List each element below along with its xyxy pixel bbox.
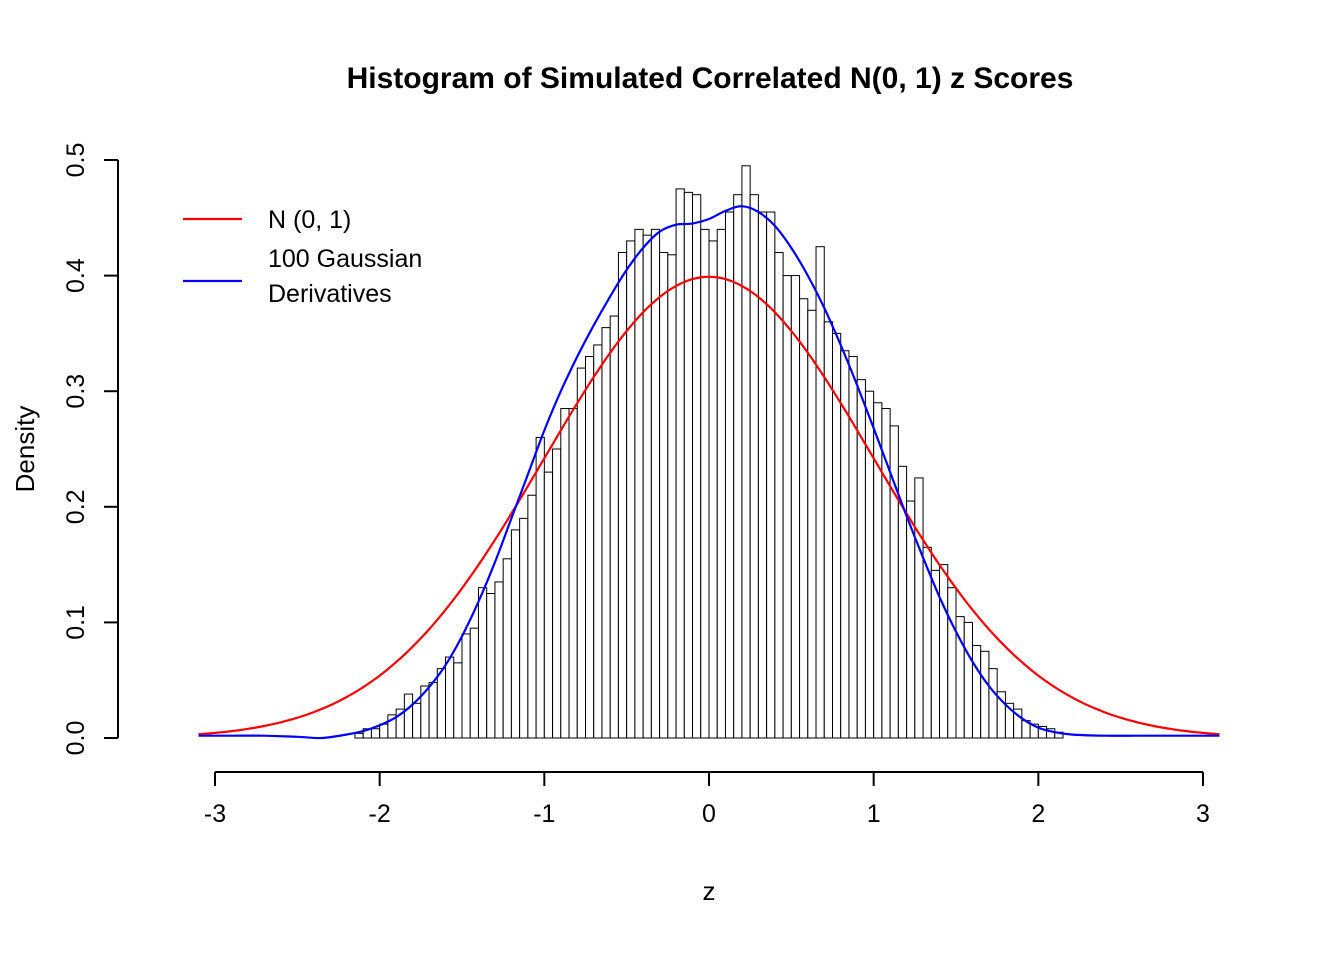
- x-tick-label: 1: [867, 800, 881, 828]
- histogram-bar: [881, 408, 891, 739]
- x-axis-label: z: [703, 876, 716, 906]
- histogram-bar: [708, 240, 718, 739]
- histogram-bar: [700, 228, 710, 739]
- histogram-bar: [502, 558, 512, 739]
- normal-curve: [198, 275, 1220, 736]
- histogram-bar: [593, 344, 603, 739]
- y-tick-label: 0.2: [62, 489, 90, 524]
- histogram-bar: [510, 529, 521, 739]
- legend: N (0, 1) 100 Gaussian Derivatives: [183, 206, 422, 308]
- y-tick-label: 0.4: [62, 258, 90, 293]
- histogram-bar: [477, 587, 488, 739]
- x-tick-label: 2: [1031, 800, 1045, 828]
- histogram-bar: [609, 315, 619, 739]
- histogram-bar: [585, 356, 595, 739]
- chart-title: Histogram of Simulated Correlated N(0, 1…: [347, 62, 1074, 95]
- histogram-bar: [486, 593, 496, 739]
- x-tick-label: -2: [369, 800, 391, 828]
- x-tick-label: -1: [533, 800, 555, 828]
- histogram-bar: [461, 633, 471, 739]
- histogram-bar: [535, 436, 545, 739]
- histogram-bar: [766, 211, 776, 739]
- histogram-bar: [988, 668, 998, 739]
- histogram-bar: [807, 309, 817, 739]
- y-axis: 0.0 0.1 0.2 0.3 0.4 0.5: [62, 143, 119, 756]
- histogram-bar: [445, 656, 455, 739]
- histogram-bar: [403, 693, 414, 739]
- histogram-bar: [634, 228, 644, 739]
- histogram-bar: [947, 587, 957, 739]
- y-tick-label: 0.0: [62, 721, 90, 756]
- histogram-bar: [864, 390, 875, 739]
- histogram-bar: [626, 240, 636, 739]
- x-tick-label: -3: [204, 800, 226, 828]
- x-axis: -3 -2 -1 0 1 2 3: [204, 771, 1210, 828]
- y-tick-label: 0.5: [62, 143, 90, 178]
- histogram-bar: [716, 228, 726, 739]
- histogram-bar: [659, 251, 669, 739]
- histogram-bar: [782, 275, 792, 739]
- histogram-bar: [971, 645, 982, 739]
- legend-label-normal: N (0, 1): [268, 206, 351, 234]
- histogram-bar: [412, 702, 422, 739]
- histogram-bar: [469, 627, 479, 739]
- legend-label-kde-line1: 100 Gaussian: [268, 245, 422, 273]
- histogram-bar: [617, 251, 628, 739]
- histogram-bar: [667, 254, 677, 739]
- histogram-bar: [980, 650, 990, 739]
- histogram-bar: [576, 367, 587, 739]
- histogram-bar: [692, 194, 702, 739]
- histogram-bar: [428, 682, 438, 739]
- y-tick-label: 0.1: [62, 605, 90, 640]
- histogram-bar: [963, 621, 973, 739]
- histogram-bar: [799, 298, 809, 739]
- histogram-bar: [832, 332, 842, 739]
- legend-label-kde-line2: Derivatives: [268, 280, 392, 308]
- y-tick-label: 0.3: [62, 374, 90, 409]
- histogram-bar: [873, 402, 883, 739]
- histogram-bar: [354, 732, 364, 739]
- histogram-bar: [543, 471, 554, 739]
- histogram-bar: [379, 723, 389, 739]
- histogram-bar: [733, 194, 743, 739]
- histogram-bar: [774, 251, 784, 739]
- histogram-bar: [453, 662, 463, 739]
- histogram-bars: [354, 165, 1064, 739]
- histogram-bar: [939, 564, 949, 739]
- histogram-bar: [494, 581, 504, 739]
- histogram-bar: [552, 448, 562, 739]
- histogram-bar: [650, 228, 661, 739]
- x-tick-label: 0: [702, 800, 716, 828]
- histogram-bar: [914, 477, 924, 739]
- x-tick-label: 3: [1196, 800, 1210, 828]
- histogram-bar: [568, 408, 578, 739]
- histogram-bar: [683, 191, 694, 739]
- kde-curve: [198, 205, 1220, 740]
- histogram-bar: [560, 408, 570, 739]
- histogram-bar: [757, 211, 768, 739]
- histogram-bar: [519, 517, 529, 739]
- histogram-bar: [436, 668, 447, 739]
- histogram-bar: [815, 246, 825, 739]
- y-axis-label: Density: [10, 406, 40, 493]
- histogram-bar: [370, 728, 381, 739]
- histogram-bar: [848, 356, 858, 739]
- histogram-bar: [724, 211, 735, 739]
- histogram-bar: [601, 327, 611, 739]
- histogram-bar: [675, 188, 685, 739]
- histogram-bar: [749, 194, 759, 739]
- histogram-bar: [790, 275, 801, 739]
- histogram-bar: [527, 494, 537, 739]
- histogram-bar: [741, 165, 751, 739]
